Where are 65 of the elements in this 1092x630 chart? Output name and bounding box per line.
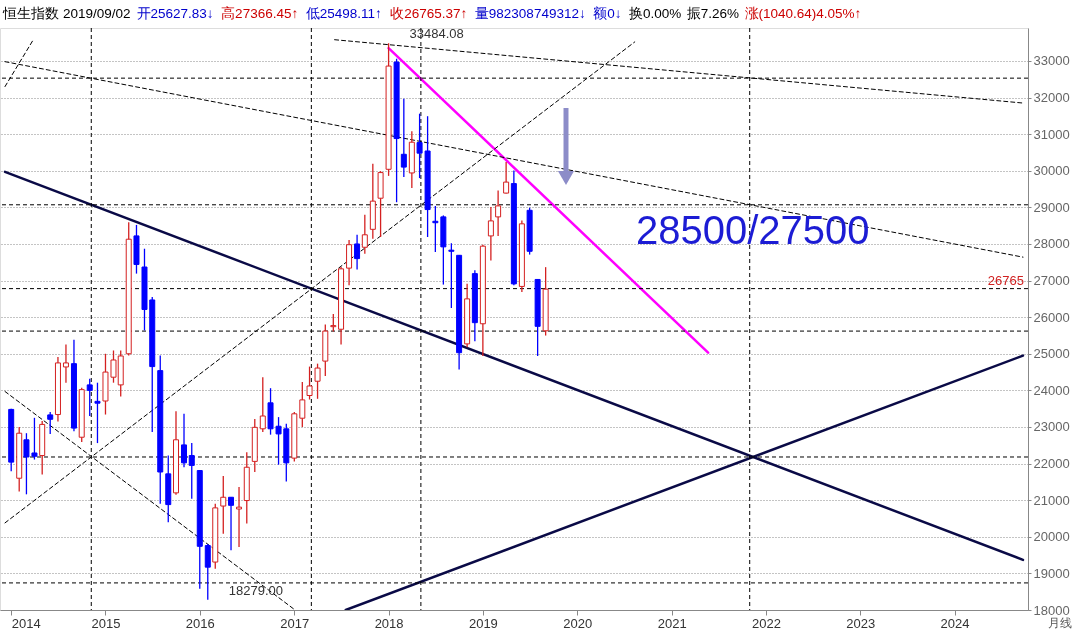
candlestick	[228, 496, 235, 551]
text: 涨(1040.64)4.05%↑	[744, 6, 862, 21]
y-tick-label: 26000	[1033, 309, 1070, 325]
candlestick	[487, 206, 494, 262]
chart-title: 恒生指数	[2, 6, 59, 21]
candlestick	[299, 381, 306, 428]
annotation: 18279.00	[228, 582, 284, 598]
x-tick-label: 2019	[468, 615, 498, 630]
y-tick-label: 32000	[1033, 90, 1070, 106]
candlestick	[204, 543, 211, 601]
y-tick-label: 18000	[1033, 602, 1070, 618]
annotation: 28500/27500	[636, 208, 870, 252]
y-tick-label: 29000	[1033, 199, 1070, 215]
candlestick	[503, 161, 510, 195]
y-tick-label: 28000	[1033, 236, 1070, 252]
x-tick-label: 2018	[374, 615, 404, 630]
candlestick	[346, 239, 353, 286]
annotation: 26765	[987, 273, 1024, 289]
chart-subtitle: 2019/09/02	[63, 6, 131, 21]
candlestick	[354, 234, 361, 271]
x-tick-label: 2016	[185, 615, 215, 630]
y-tick-label: 22000	[1033, 456, 1070, 472]
candlestick	[306, 365, 313, 401]
text: 开25627.83↓	[136, 6, 214, 21]
candlestick	[400, 98, 407, 178]
text: 换0.00%	[628, 6, 682, 21]
x-tick-label: 2014	[11, 615, 41, 630]
x-tick-label: 2023	[846, 615, 876, 630]
x-tick-label: 2024	[940, 615, 970, 630]
x-tick-label: 2017	[280, 615, 310, 630]
y-tick-label: 31000	[1033, 126, 1070, 142]
candlestick	[62, 343, 69, 384]
candlestick	[86, 378, 93, 417]
y-tick-label: 24000	[1033, 382, 1070, 398]
text: 量982308749312↓	[474, 6, 586, 21]
y-tick-label: 20000	[1033, 529, 1070, 545]
annotation: 33484.08	[409, 26, 464, 42]
y-tick-label: 19000	[1033, 565, 1070, 581]
candlestick	[47, 411, 54, 435]
text: 月线	[1048, 616, 1072, 630]
x-tick-label: 2020	[563, 615, 593, 630]
x-tick-label: 2015	[91, 615, 121, 630]
y-tick-label: 30000	[1033, 163, 1070, 179]
text: 高27366.45↑	[221, 6, 299, 21]
candlestick	[259, 376, 266, 433]
text: 收26765.37↑	[390, 6, 468, 21]
y-tick-label: 21000	[1033, 492, 1070, 508]
candlestick	[495, 189, 502, 237]
candlestick	[361, 214, 368, 255]
y-tick-label: 23000	[1033, 419, 1070, 435]
text: 振7.26%	[686, 6, 740, 21]
candlestick	[314, 363, 321, 400]
candlestick	[181, 413, 188, 468]
text: 低25498.11↑	[305, 6, 382, 21]
y-tick-label: 27000	[1033, 273, 1070, 289]
candlestick	[448, 242, 455, 309]
candlestick	[94, 382, 101, 444]
candlestick	[220, 475, 227, 535]
text: 额0↓	[593, 6, 622, 21]
candlestick	[188, 442, 195, 500]
y-tick-label: 33000	[1033, 53, 1070, 69]
x-tick-label: 2021	[657, 615, 687, 630]
candlestick	[236, 486, 243, 548]
x-tick-label: 2022	[752, 615, 781, 630]
y-tick-label: 25000	[1033, 346, 1070, 362]
